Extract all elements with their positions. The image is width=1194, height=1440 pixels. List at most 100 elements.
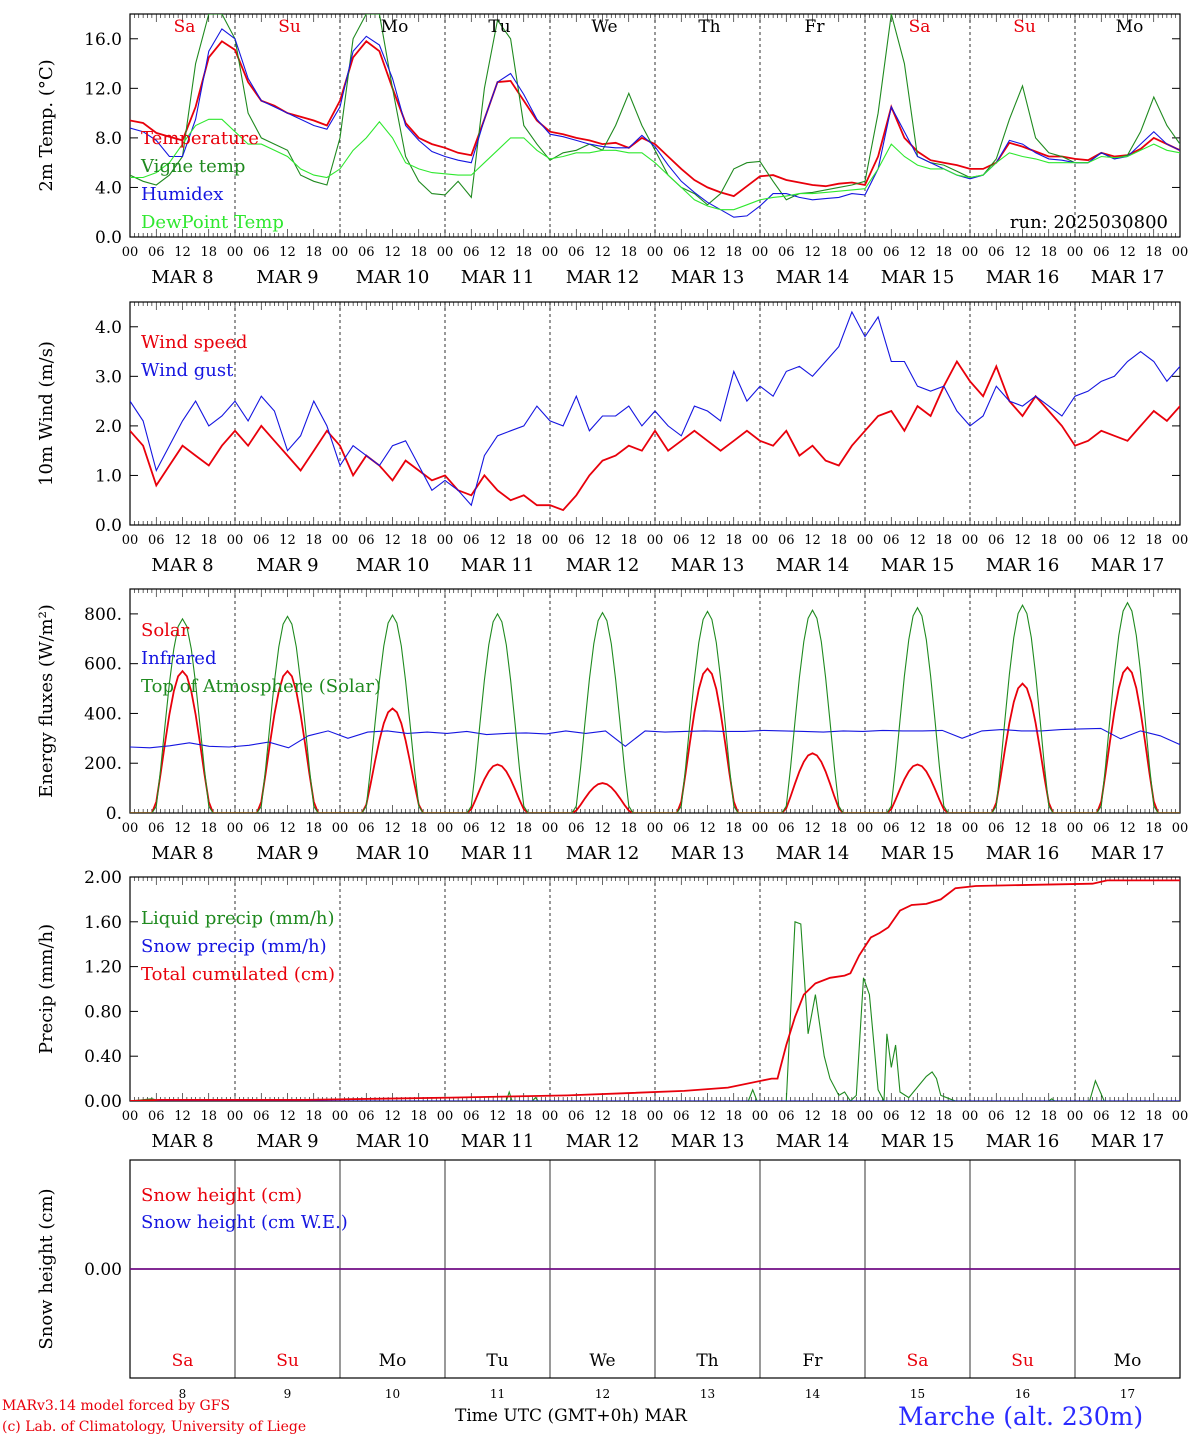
y-tick-label: 0.00: [84, 1092, 122, 1112]
day-number-label: 8: [179, 1387, 187, 1401]
date-label: MAR 8: [151, 267, 213, 288]
hour-tick-label: 12: [699, 533, 716, 548]
date-label: MAR 16: [986, 1131, 1060, 1152]
hour-tick-label: 06: [358, 533, 375, 548]
weekday-label: Fr: [805, 17, 826, 37]
hour-tick-label: 00: [752, 533, 769, 548]
y-tick-label: 4.0: [95, 318, 122, 338]
date-label: MAR 14: [776, 1131, 850, 1152]
date-label: MAR 15: [881, 555, 955, 576]
hour-tick-label: 00: [857, 1109, 874, 1124]
hour-tick-label: 18: [725, 533, 742, 548]
date-label: MAR 11: [461, 843, 535, 864]
hour-tick-label: 12: [174, 533, 191, 548]
panel-frame: [129, 13, 1181, 238]
legend-entry: Liquid precip (mm/h): [141, 908, 335, 929]
hour-tick-label: 12: [1119, 821, 1136, 836]
date-label: MAR 9: [256, 1131, 318, 1152]
date-label: MAR 12: [566, 1131, 640, 1152]
hour-tick-label: 00: [752, 1109, 769, 1124]
hour-tick-label: 12: [489, 821, 506, 836]
hour-tick-label: 12: [279, 821, 296, 836]
hour-tick-label: 18: [305, 533, 322, 548]
hour-tick-label: 06: [1093, 533, 1110, 548]
hour-tick-label: 12: [699, 821, 716, 836]
hour-tick-label: 18: [1145, 1109, 1162, 1124]
hour-tick-label: 18: [935, 821, 952, 836]
series-group: [130, 601, 1180, 813]
hour-tick-label: 18: [620, 533, 637, 548]
date-label: MAR 13: [671, 555, 745, 576]
hour-tick-label: 12: [1014, 533, 1031, 548]
legend-entry: Snow precip (mm/h): [141, 936, 327, 957]
hour-tick-label: 00: [332, 1109, 349, 1124]
date-label: MAR 17: [1091, 555, 1165, 576]
date-label: MAR 14: [776, 843, 850, 864]
date-label: MAR 14: [776, 267, 850, 288]
hour-tick-label: 06: [778, 821, 795, 836]
y-tick-label: 8.0: [95, 129, 122, 149]
y-axis-label: 2m Temp. (°C): [36, 59, 57, 191]
legend-entry: Wind gust: [141, 360, 234, 381]
hour-tick-label: 06: [358, 245, 375, 260]
weekday-label: Mo: [1116, 17, 1144, 37]
hour-tick-label: 18: [410, 821, 427, 836]
hour-tick-label: 18: [515, 821, 532, 836]
hour-tick-label: 12: [909, 1109, 926, 1124]
panel-3: 00 06 12 18 MAR 8 00 06 12 18 MAR 9 00 06 12 18 MAR 10…: [36, 588, 1188, 864]
hour-tick-label: 18: [200, 1109, 217, 1124]
hour-tick-label: 18: [305, 821, 322, 836]
hour-tick-label: 06: [463, 821, 480, 836]
hour-tick-label: 12: [174, 245, 191, 260]
day-number-label: 11: [490, 1387, 505, 1401]
weekday-label: Su: [1013, 17, 1036, 37]
date-label: MAR 8: [151, 843, 213, 864]
hour-tick-label: 06: [988, 533, 1005, 548]
hour-tick-label: 18: [200, 245, 217, 260]
hour-tick-label: 18: [1145, 533, 1162, 548]
hour-tick-label: 12: [279, 533, 296, 548]
hour-tick-label: 00: [647, 821, 664, 836]
weekday-label: We: [591, 17, 617, 37]
hour-tick-label: 12: [804, 533, 821, 548]
hour-tick-label: 06: [883, 821, 900, 836]
weekday-label: Fr: [803, 1351, 824, 1371]
hour-tick-label: 18: [620, 245, 637, 260]
hour-tick-label: 00: [647, 245, 664, 260]
legend-entry: Humidex: [141, 184, 223, 205]
hour-tick-label: 18: [935, 245, 952, 260]
hour-tick-label: 06: [463, 245, 480, 260]
run-annotation: run: 2025030800: [1010, 212, 1168, 233]
hour-tick-label: 12: [594, 245, 611, 260]
date-label: MAR 8: [151, 555, 213, 576]
series-line-vigne-temp: [130, 14, 1180, 206]
series-line-wind-speed: [130, 359, 1180, 512]
hour-tick-label: 06: [673, 821, 690, 836]
legend-entry: Infrared: [141, 648, 216, 669]
panel-frame: [129, 588, 1181, 814]
hour-tick-label: 18: [620, 821, 637, 836]
series-line-top-of-atmosphere-solar-: [130, 601, 1180, 813]
hour-tick-label: 18: [1040, 245, 1057, 260]
date-label: MAR 16: [986, 843, 1060, 864]
hour-tick-label: 12: [384, 821, 401, 836]
weekday-label: Mo: [379, 1351, 407, 1371]
weekday-label: Su: [1011, 1351, 1034, 1371]
hour-tick-label: 12: [489, 1109, 506, 1124]
hour-tick-label: 18: [515, 533, 532, 548]
hour-tick-label: 06: [253, 1109, 270, 1124]
hour-tick-label: 18: [725, 1109, 742, 1124]
hour-tick-label: 12: [804, 1109, 821, 1124]
panel-1: 00 06 12 18 MAR 8 00 06 12 18 MAR 9 00 06 12 18 MAR 10…: [36, 13, 1188, 288]
hour-tick-label: 12: [279, 1109, 296, 1124]
hour-tick-label: 18: [935, 1109, 952, 1124]
hour-tick-label: 06: [778, 1109, 795, 1124]
date-label: MAR 12: [566, 843, 640, 864]
hour-tick-label: 12: [384, 1109, 401, 1124]
hour-tick-label: 00: [1067, 245, 1084, 260]
day-number-label: 12: [595, 1387, 610, 1401]
hour-tick-label: 18: [200, 533, 217, 548]
hour-tick-label: 12: [384, 245, 401, 260]
date-label: MAR 14: [776, 555, 850, 576]
